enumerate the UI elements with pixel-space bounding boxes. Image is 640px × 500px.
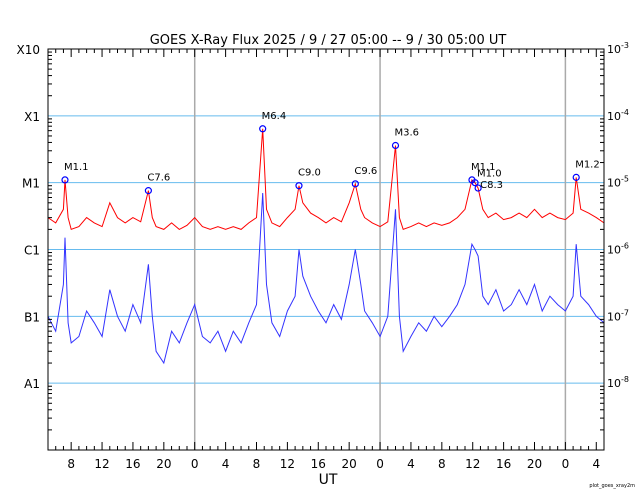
x-tick-label: 20 xyxy=(156,457,171,471)
x-axis-label: UT xyxy=(319,472,338,488)
x-tick-label: 12 xyxy=(94,457,109,471)
flare-marker xyxy=(61,176,69,184)
x-tick-label: 0 xyxy=(191,457,199,471)
flare-marker xyxy=(259,125,267,133)
y-tick-label-right: 10-8 xyxy=(607,375,629,390)
y-tick-label-left: C1 xyxy=(24,244,40,258)
x-tick-label: 8 xyxy=(253,457,261,471)
flare-marker xyxy=(351,180,359,188)
x-tick-label: 12 xyxy=(465,457,480,471)
flare-marker xyxy=(474,184,482,192)
flare-label: M6.4 xyxy=(262,111,287,122)
y-tick-label-right: 10-5 xyxy=(607,175,629,190)
y-tick-label-right: 10-4 xyxy=(607,108,629,123)
flare-marker xyxy=(572,173,580,181)
y-tick-label-right: 10-6 xyxy=(607,242,629,257)
chart-title: GOES X-Ray Flux 2025 / 9 / 27 05:00 -- 9… xyxy=(150,33,507,48)
flare-label: C8.3 xyxy=(480,180,503,191)
flare-label: M3.6 xyxy=(395,127,420,138)
x-tick-label: 16 xyxy=(496,457,511,471)
x-tick-label: 4 xyxy=(222,457,230,471)
x-tick-label: 4 xyxy=(407,457,415,471)
series-long-wavelength-line xyxy=(47,128,605,231)
x-tick-label: 20 xyxy=(342,457,357,471)
flare-marker xyxy=(471,179,479,187)
flare-label: C9.0 xyxy=(298,168,321,179)
flare-marker xyxy=(391,141,400,150)
y-tick-label-right: 10-3 xyxy=(607,41,629,56)
y-tick-label-left: B1 xyxy=(24,310,40,324)
y-tick-label-left: M1 xyxy=(22,177,40,191)
flare-label: M1.1 xyxy=(64,162,89,173)
y-tick-label-left: X1 xyxy=(24,110,40,124)
x-tick-label: 16 xyxy=(125,457,140,471)
flare-label: C9.6 xyxy=(354,166,377,177)
series-short-wavelength-line xyxy=(47,192,605,365)
x-tick-label: 8 xyxy=(67,457,75,471)
y-tick-label-left: X10 xyxy=(17,43,41,57)
footer-label: plot_goes_xray2m xyxy=(589,483,635,489)
x-tick-label: 0 xyxy=(562,457,570,471)
flare-label: C7.6 xyxy=(147,173,170,184)
x-tick-label: 8 xyxy=(438,457,446,471)
y-tick-label-right: 10-7 xyxy=(607,308,629,323)
x-tick-label: 20 xyxy=(527,457,542,471)
flare-marker xyxy=(295,182,303,190)
flare-marker xyxy=(144,187,152,195)
x-tick-label: 12 xyxy=(280,457,295,471)
flare-label: M1.0 xyxy=(477,169,502,180)
flare-label: M1.2 xyxy=(575,159,600,170)
flare-label: M1.1 xyxy=(471,162,496,173)
x-tick-label: 0 xyxy=(376,457,384,471)
x-tick-label: 16 xyxy=(311,457,326,471)
y-tick-label-left: A1 xyxy=(24,377,40,391)
x-tick-label: 4 xyxy=(592,457,600,471)
